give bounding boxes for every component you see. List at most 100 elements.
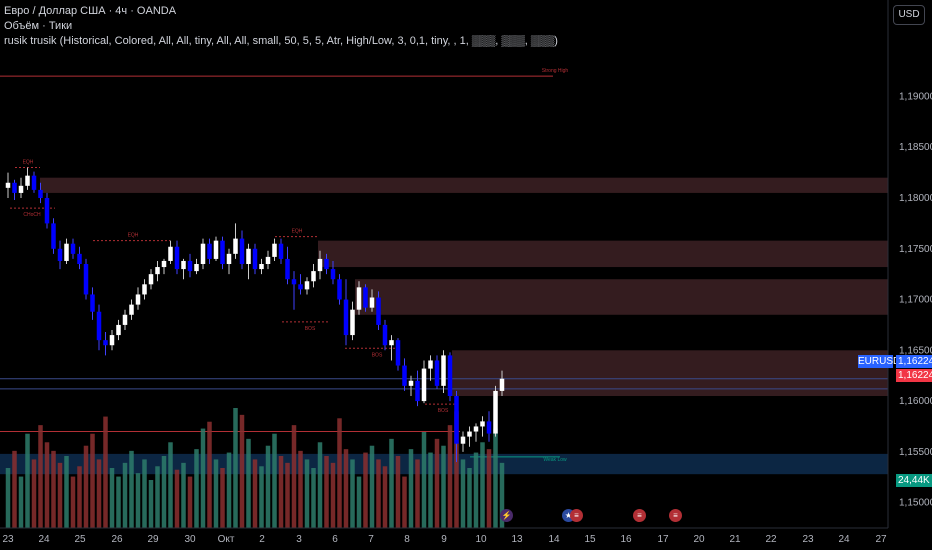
volume-bar <box>408 449 414 528</box>
volume-bar <box>64 456 69 528</box>
time-tick-label: 25 <box>74 534 86 545</box>
volume-tag: 24,44K <box>896 474 932 487</box>
volume-bar <box>44 442 50 528</box>
symbol-title[interactable]: Евро / Доллар США · 4ч · OANDA <box>4 5 177 17</box>
candle-body <box>213 240 219 259</box>
volume-bar <box>12 450 17 528</box>
candle-body <box>12 182 17 193</box>
candle-body <box>83 264 89 295</box>
price-tick-label: 1,18500 <box>899 142 932 153</box>
volume-bar <box>343 449 349 528</box>
candle-body <box>233 238 238 254</box>
volume-bar <box>200 428 206 528</box>
time-tick-label: 30 <box>184 534 196 545</box>
candle-body <box>116 324 121 336</box>
volume-bar <box>304 459 310 528</box>
volume-bar <box>57 462 63 528</box>
volume-bar <box>194 449 199 528</box>
currency-button[interactable]: USD <box>893 5 925 25</box>
volume-bar <box>109 468 115 528</box>
weak-low-label: Weak Low <box>543 457 567 463</box>
price-tick-label: 1,17000 <box>899 295 932 306</box>
candle-body <box>389 340 394 346</box>
volume-bar <box>278 456 284 528</box>
candle-body <box>64 243 69 261</box>
candle-body <box>200 243 206 264</box>
candle-body <box>70 243 76 254</box>
candle-body <box>194 264 199 272</box>
candle-body <box>317 258 323 272</box>
custom-indicator-label[interactable]: rusik trusik (Historical, Colored, All, … <box>4 35 558 47</box>
volume-bar <box>77 466 82 528</box>
volume-bar <box>5 468 11 528</box>
time-tick-label: 2 <box>259 534 265 545</box>
candle-body <box>350 309 355 336</box>
time-tick-label: 26 <box>111 534 123 545</box>
candle-body <box>454 396 459 444</box>
candle-body <box>324 258 329 270</box>
candle-body <box>148 274 154 285</box>
volume-bar <box>324 456 329 528</box>
volume-bar <box>493 428 498 528</box>
time-tick-label: 15 <box>584 534 596 545</box>
volume-bar <box>350 459 355 528</box>
us-flag-icon[interactable]: ≡ <box>633 509 646 522</box>
volume-bar <box>376 459 381 528</box>
time-tick-label: 24 <box>838 534 850 545</box>
candle-body <box>252 248 258 270</box>
candle-body <box>369 297 375 308</box>
volume-bar <box>155 466 160 528</box>
candle-body <box>57 248 63 261</box>
volume-bar <box>220 468 225 528</box>
time-tick-label: 29 <box>147 534 159 545</box>
volume-bar <box>83 445 89 528</box>
candle-body <box>77 253 82 264</box>
volume-bar <box>142 459 147 528</box>
volume-bar <box>428 452 433 528</box>
volume-bar <box>298 450 303 528</box>
candle-body <box>135 294 141 305</box>
candle-body <box>486 421 492 434</box>
candle-body <box>259 264 264 270</box>
candle-body <box>239 238 245 264</box>
us-flag-icon[interactable]: ≡ <box>669 509 682 522</box>
supply-zone <box>40 177 888 193</box>
candle-body <box>90 294 95 312</box>
volume-bar <box>434 438 440 528</box>
volume-bar <box>265 445 271 528</box>
volume-bar <box>148 480 154 528</box>
volume-bar <box>246 438 251 528</box>
bos-label: BOS <box>305 326 316 332</box>
bos-label: BOS <box>438 408 449 414</box>
candle-body <box>96 311 102 341</box>
time-tick-label: 20 <box>693 534 705 545</box>
time-tick-label: 17 <box>657 534 669 545</box>
us-flag-icon[interactable]: ≡ <box>570 509 583 522</box>
candle-body <box>207 243 212 259</box>
volume-bar <box>499 462 505 528</box>
lightning-event-icon[interactable]: ⚡ <box>500 509 513 522</box>
volume-bar <box>25 433 30 528</box>
candle-body <box>174 246 180 270</box>
candle-body <box>38 189 43 198</box>
candles <box>5 167 505 462</box>
chart-legend: Евро / Доллар США · 4ч · OANDA Объём · Т… <box>4 4 558 49</box>
time-tick-label: 14 <box>548 534 560 545</box>
volume-bar <box>311 468 316 528</box>
candle-body <box>395 340 401 366</box>
candle-body <box>356 287 362 310</box>
volume-bar <box>168 442 173 528</box>
choch-label: CHoCH <box>23 212 41 218</box>
time-axis-bg <box>0 528 932 550</box>
volume-bar <box>421 432 427 528</box>
volume-bar <box>116 476 121 528</box>
volume-indicator-label[interactable]: Объём · Тики <box>4 20 73 32</box>
time-tick-label: 27 <box>875 534 887 545</box>
volume-bar <box>441 445 446 528</box>
candle-body <box>181 260 186 270</box>
candle-body <box>499 378 505 391</box>
supply-zone <box>355 279 888 315</box>
candle-body <box>278 243 284 259</box>
candle-body <box>5 182 11 188</box>
